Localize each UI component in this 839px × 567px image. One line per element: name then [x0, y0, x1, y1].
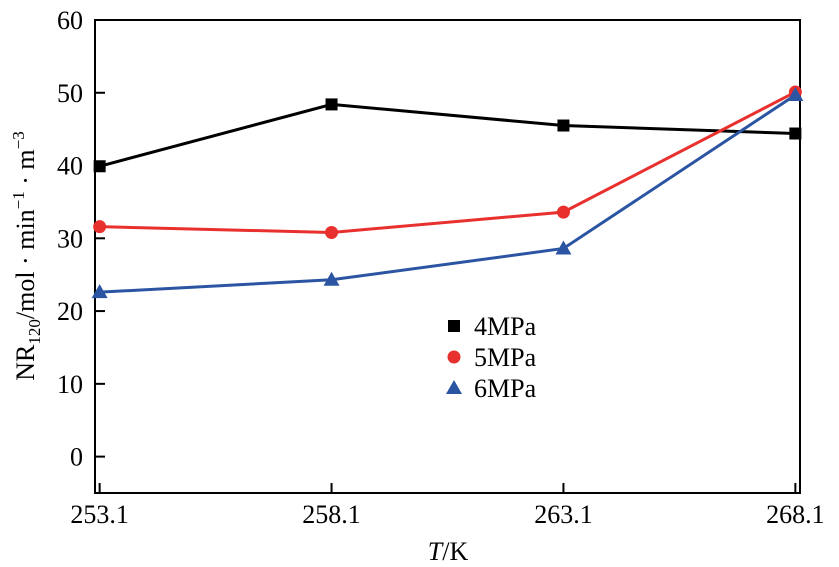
y-tick-label: 60	[57, 6, 83, 35]
y-tick-label: 0	[70, 443, 83, 472]
series-line-4MPa	[99, 102, 796, 168]
data-point-5MPa	[556, 205, 570, 219]
plot-frame	[94, 19, 801, 494]
y-tick-label: 10	[57, 370, 83, 399]
data-point-5MPa	[325, 225, 339, 239]
data-point-6MPa	[323, 271, 340, 286]
data-point-4MPa	[789, 127, 802, 140]
x-tick-label: 253.1	[70, 500, 129, 529]
x-tick-label: 263.1	[534, 500, 593, 529]
y-tick-label: 40	[57, 152, 83, 181]
x-tick-label: 258.1	[302, 500, 361, 529]
data-point-6MPa	[787, 86, 804, 101]
legend-label-4MPa: 4MPa	[474, 312, 537, 341]
x-tick-label: 268.1	[766, 500, 825, 529]
series-line-5MPa	[99, 90, 797, 234]
legend-label-6MPa: 6MPa	[474, 374, 537, 403]
data-point-5MPa	[93, 220, 107, 234]
legend-marker-6MPa	[446, 380, 462, 394]
y-tick-label: 30	[57, 224, 83, 253]
data-point-4MPa	[325, 98, 338, 111]
legend-label-5MPa: 5MPa	[474, 343, 537, 372]
y-axis-label: NR120/mol · min−1 · m−3	[9, 131, 44, 380]
series-line-6MPa	[99, 93, 797, 294]
legend-marker-5MPa	[447, 350, 461, 364]
data-point-4MPa	[557, 119, 570, 132]
data-point-6MPa	[91, 284, 108, 299]
legend-marker-4MPa	[448, 320, 460, 332]
x-axis-label: T/K	[428, 537, 469, 566]
data-point-4MPa	[93, 160, 106, 173]
data-point-6MPa	[555, 240, 572, 255]
y-tick-label: 50	[57, 79, 83, 108]
y-tick-label: 20	[57, 297, 83, 326]
